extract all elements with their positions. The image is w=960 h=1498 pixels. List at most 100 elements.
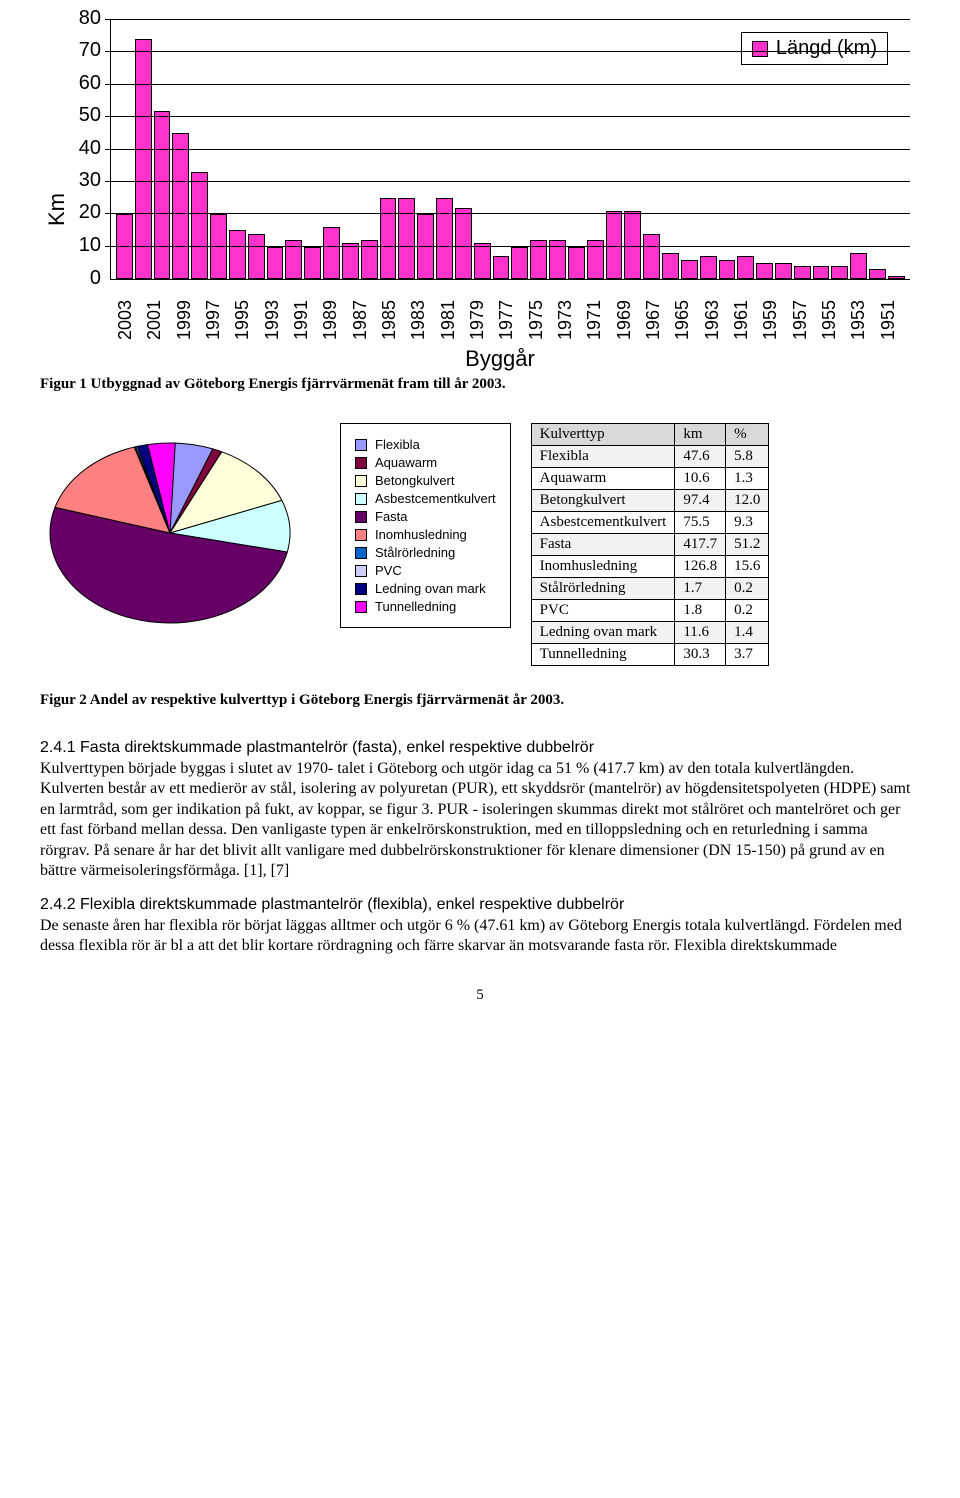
bar <box>568 247 585 279</box>
x-axis-title: Byggår <box>80 346 920 372</box>
table-cell: Fasta <box>531 534 675 556</box>
x-tick: 1995 <box>232 280 259 340</box>
table-row: Stålrörledning1.70.2 <box>531 578 769 600</box>
pie-legend-label: Betongkulvert <box>375 473 455 488</box>
page-number: 5 <box>40 987 920 1004</box>
x-tick: 1989 <box>320 280 347 340</box>
x-tick: 1981 <box>438 280 465 340</box>
bar <box>831 266 848 279</box>
section-242-body: De senaste åren har flexibla rör börjat … <box>40 916 920 957</box>
x-tick: 1961 <box>731 280 758 340</box>
table-cell: 15.6 <box>726 556 769 578</box>
pie-legend-item: Flexibla <box>355 437 496 452</box>
table-row: PVC1.80.2 <box>531 600 769 622</box>
table-cell: 51.2 <box>726 534 769 556</box>
table-row: Inomhusledning126.815.6 <box>531 556 769 578</box>
bar <box>154 111 171 279</box>
figure2-caption: Figur 2 Andel av respektive kulverttyp i… <box>40 692 920 709</box>
table-cell: Asbestcementkulvert <box>531 512 675 534</box>
bar <box>304 247 321 279</box>
x-tick: 1965 <box>672 280 699 340</box>
x-tick: 1987 <box>350 280 377 340</box>
table-row: Tunnelledning30.33.7 <box>531 644 769 666</box>
bar <box>813 266 830 279</box>
pie-legend-label: Ledning ovan mark <box>375 581 486 596</box>
bar <box>172 133 189 279</box>
bar <box>210 214 227 279</box>
pie-legend-label: Tunnelledning <box>375 599 456 614</box>
x-tick: 1999 <box>174 280 201 340</box>
y-tick: 40 <box>71 137 101 160</box>
y-tick: 30 <box>71 169 101 192</box>
pie-chart <box>40 423 320 633</box>
table-row: Betongkulvert97.412.0 <box>531 490 769 512</box>
pie-legend-swatch <box>355 601 367 613</box>
x-tick: 1951 <box>878 280 905 340</box>
bar <box>737 256 754 279</box>
pie-legend-item: Fasta <box>355 509 496 524</box>
section-241-heading: 2.4.1 Fasta direktskummade plastmantelrö… <box>40 739 920 757</box>
pie-legend-label: Flexibla <box>375 437 420 452</box>
bar <box>700 256 717 279</box>
pie-legend-label: Fasta <box>375 509 408 524</box>
pie-legend-item: Inomhusledning <box>355 527 496 542</box>
table-row: Fasta417.751.2 <box>531 534 769 556</box>
x-tick: 1985 <box>379 280 406 340</box>
pie-legend-swatch <box>355 529 367 541</box>
pie-legend-item: Asbestcementkulvert <box>355 491 496 506</box>
pie-legend-item: Ledning ovan mark <box>355 581 496 596</box>
y-tick: 80 <box>71 7 101 30</box>
table-cell: 1.3 <box>726 468 769 490</box>
pie-legend-swatch <box>355 457 367 469</box>
chart-legend: Längd (km) <box>741 32 888 65</box>
table-cell: Ledning ovan mark <box>531 622 675 644</box>
bar <box>455 208 472 279</box>
bar <box>417 214 434 279</box>
pie-legend-swatch <box>355 565 367 577</box>
y-tick: 70 <box>71 39 101 62</box>
table-header: % <box>726 424 769 446</box>
bar <box>719 260 736 279</box>
table-row: Flexibla47.65.8 <box>531 446 769 468</box>
table-cell: 75.5 <box>675 512 726 534</box>
y-tick: 10 <box>71 234 101 257</box>
pie-legend-label: PVC <box>375 563 402 578</box>
pie-legend-label: Aquawarm <box>375 455 437 470</box>
table-cell: PVC <box>531 600 675 622</box>
bar <box>756 263 773 279</box>
table-cell: 9.3 <box>726 512 769 534</box>
pie-legend-item: Betongkulvert <box>355 473 496 488</box>
pie-legend-item: PVC <box>355 563 496 578</box>
pie-legend-swatch <box>355 493 367 505</box>
table-cell: Stålrörledning <box>531 578 675 600</box>
table-row: Asbestcementkulvert75.59.3 <box>531 512 769 534</box>
x-tick: 1957 <box>790 280 817 340</box>
pie-legend-item: Aquawarm <box>355 455 496 470</box>
legend-swatch <box>752 41 768 57</box>
pie-legend-label: Stålrörledning <box>375 545 455 560</box>
bar <box>794 266 811 279</box>
x-tick: 1997 <box>203 280 230 340</box>
bar <box>135 39 152 279</box>
table-cell: 47.6 <box>675 446 726 468</box>
bar <box>662 253 679 279</box>
bar <box>869 269 886 279</box>
legend-label: Längd (km) <box>776 37 877 60</box>
table-row: Ledning ovan mark11.61.4 <box>531 622 769 644</box>
bar <box>436 198 453 279</box>
x-tick: 1991 <box>291 280 318 340</box>
table-cell: Tunnelledning <box>531 644 675 666</box>
pie-legend-item: Stålrörledning <box>355 545 496 560</box>
pie-legend-label: Asbestcementkulvert <box>375 491 496 506</box>
table-header: km <box>675 424 726 446</box>
table-row: Aquawarm10.61.3 <box>531 468 769 490</box>
bar <box>775 263 792 279</box>
bar <box>380 198 397 279</box>
x-tick: 1993 <box>262 280 289 340</box>
table-cell: 1.4 <box>726 622 769 644</box>
pie-row: Flexibla Aquawarm Betongkulvert Asbestcemen… <box>40 423 920 666</box>
pie-legend-label: Inomhusledning <box>375 527 467 542</box>
pie-legend-swatch <box>355 439 367 451</box>
y-tick: 50 <box>71 104 101 127</box>
section-242-heading: 2.4.2 Flexibla direktskummade plastmante… <box>40 896 920 914</box>
